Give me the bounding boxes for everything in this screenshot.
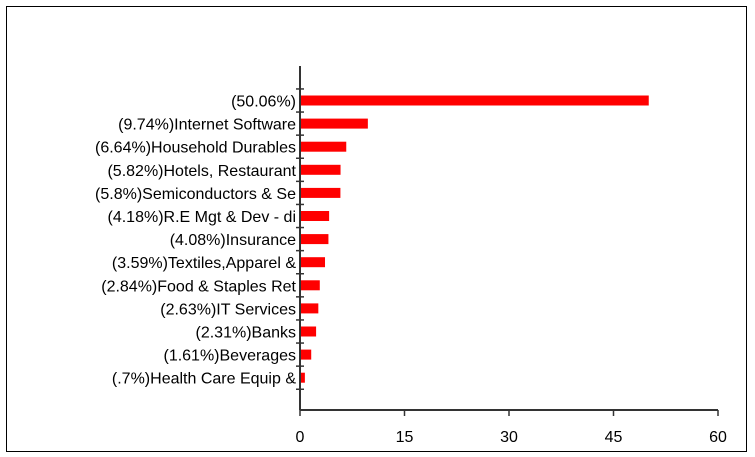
chart-frame: [6, 6, 747, 452]
category-label: (1.61%)Beverages: [163, 348, 296, 365]
category-label: (2.31%)Banks: [196, 325, 297, 342]
bar: [300, 372, 305, 383]
x-tick-label: 30: [500, 429, 518, 446]
category-label: (4.18%)R.E Mgt & Dev - di: [108, 209, 297, 226]
bar: [300, 280, 320, 291]
bar: [300, 187, 341, 198]
category-label: (2.84%)Food & Staples Ret: [101, 278, 296, 295]
bar: [300, 141, 347, 152]
bar: [300, 349, 312, 360]
y-axis-ticks-group: [296, 88, 304, 390]
x-tick-label: 0: [296, 429, 305, 446]
category-label: (5.82%)Hotels, Restaurant: [107, 163, 296, 180]
bar: [300, 326, 317, 337]
category-labels-group: (50.06%) (9.74%)Internet Software (6.64%)H…: [95, 94, 297, 388]
category-label: (3.59%)Textiles,Apparel &: [112, 255, 296, 272]
category-label: (50.06%): [231, 94, 296, 111]
bar: [300, 303, 319, 314]
bar: [300, 234, 329, 245]
x-tick-label: 15: [396, 429, 414, 446]
category-label: (5.8%)Semiconductors & Se: [95, 186, 296, 203]
bar: [300, 164, 341, 175]
bar: [300, 95, 649, 106]
category-label: (9.74%)Internet Software: [118, 117, 296, 134]
x-axis-ticks-group: 0 15 30 45 60: [296, 410, 727, 446]
bar: [300, 118, 368, 129]
x-tick-label: 60: [709, 429, 727, 446]
category-label: (2.63%)IT Services: [160, 301, 296, 318]
category-label: (.7%)Health Care Equip &: [112, 371, 296, 388]
category-label: (4.08%)Insurance: [170, 232, 296, 249]
bar: [300, 257, 326, 268]
x-tick-label: 45: [605, 429, 623, 446]
bar: [300, 211, 330, 221]
category-label: (6.64%)Household Durables: [95, 140, 296, 157]
bars-group: [300, 95, 649, 383]
